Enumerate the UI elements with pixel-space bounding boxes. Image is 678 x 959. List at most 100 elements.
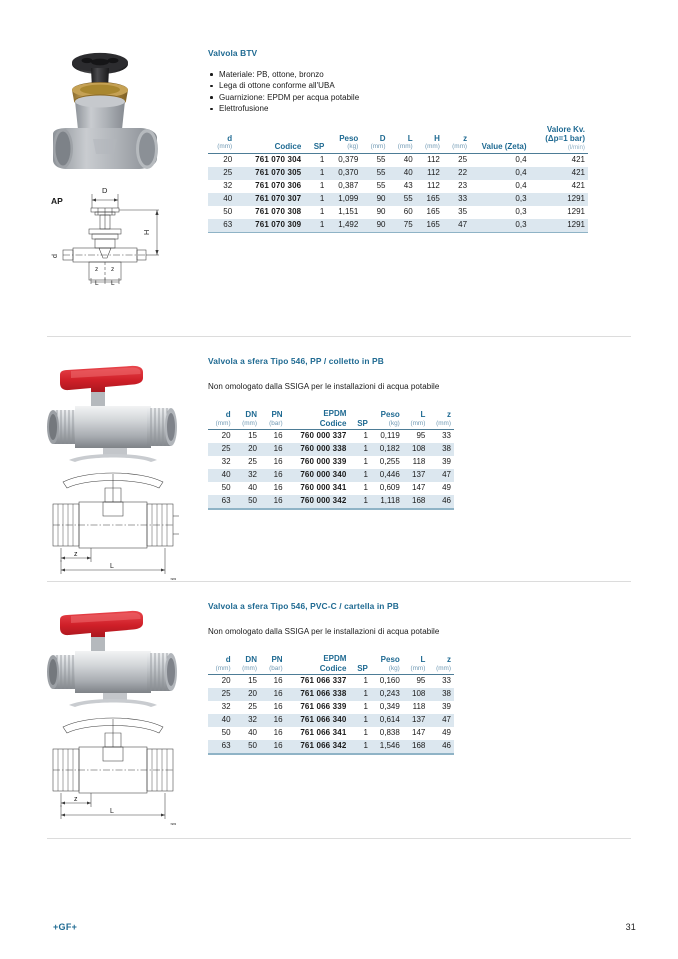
cell-dn: 20 xyxy=(233,688,260,702)
cell-z: 39 xyxy=(442,457,451,467)
cell-pn: 16 xyxy=(259,495,286,509)
product-media-t546-pp: d z L xyxy=(47,352,197,580)
spec-table-t546-pp: d (mm) DN (mm) PN (bar) EPDM Codice xyxy=(208,409,454,510)
cell-codice: 760 000 338 xyxy=(285,443,350,457)
cell-z: 46 xyxy=(428,740,454,754)
col-d: d (mm) xyxy=(217,133,233,151)
cell-peso: 0,370 xyxy=(327,166,362,180)
col-L: L (mm) xyxy=(397,133,413,151)
cell-sp: 1 xyxy=(304,218,328,232)
cell-sp: 1 xyxy=(363,676,368,686)
cell-codice: 761 070 304 xyxy=(255,155,302,165)
cell-z: 38 xyxy=(428,443,454,457)
col-z: z (mm) xyxy=(436,410,451,427)
col-dn: DN (mm) xyxy=(242,410,257,427)
cell-codice: 761 070 309 xyxy=(235,218,305,232)
cell-dn: 25 xyxy=(248,457,257,467)
product-content-btv: Valvola BTV Materiale: PB, ottone, bronz… xyxy=(208,48,638,234)
drawing-label-d: d xyxy=(52,254,59,258)
cell-d: 63 xyxy=(208,218,236,232)
drawing-label-H: H xyxy=(142,230,151,235)
cell-d: 20 xyxy=(221,431,231,441)
product-content-t546-pp: Valvola a sfera Tipo 546, PP / colletto … xyxy=(208,356,638,510)
product-media-t546-pvcc: d z L xyxy=(47,597,197,825)
cell-pn: 16 xyxy=(259,443,286,457)
col-L: L (mm) xyxy=(410,655,426,672)
spec-table-body: 20 15 16 760 000 337 1 0,119 95 33 25 20… xyxy=(208,430,454,510)
cell-kv: 421 xyxy=(571,155,585,165)
cell-peso: 1,099 xyxy=(327,192,362,206)
table-row: 40 761 070 307 1 1,099 90 55 165 33 0,3 … xyxy=(208,192,588,206)
section-divider xyxy=(47,581,631,582)
cell-H: 112 xyxy=(415,166,443,180)
section-title: Valvola BTV xyxy=(208,48,258,58)
cell-D: 55 xyxy=(376,155,386,165)
cell-z: 35 xyxy=(458,207,468,217)
cell-z: 33 xyxy=(442,676,451,686)
col-L: L (mm) xyxy=(410,410,426,427)
cell-codice: 760 000 339 xyxy=(300,457,347,467)
list-item: Elettrofusione xyxy=(208,103,638,114)
cell-codice: 761 066 340 xyxy=(285,714,350,728)
dimension-drawing-ball-valve-pvcc: d z L xyxy=(52,717,178,825)
cell-pn: 16 xyxy=(259,714,286,728)
drawing-label-L: L xyxy=(110,808,114,815)
cell-peso: 0,838 xyxy=(379,728,400,738)
cell-z: 49 xyxy=(442,483,451,493)
cell-peso: 0,243 xyxy=(370,688,403,702)
col-H: H (mm) xyxy=(424,133,440,151)
cell-kv: 1291 xyxy=(529,192,588,206)
cell-peso: 0,182 xyxy=(370,443,403,457)
cell-zeta: 0,4 xyxy=(515,155,527,165)
product-photo-gate-valve xyxy=(53,52,158,169)
cell-D: 90 xyxy=(361,192,389,206)
spec-table-body: 20 15 16 761 066 337 1 0,160 95 33 25 20… xyxy=(208,675,454,755)
cell-peso: 1,118 xyxy=(370,495,403,509)
cell-dn: 50 xyxy=(233,495,260,509)
cell-H: 165 xyxy=(415,192,443,206)
cell-dn: 40 xyxy=(248,483,257,493)
cell-L: 147 xyxy=(412,728,426,738)
drawing-label-z: z xyxy=(74,551,78,558)
cell-z: 39 xyxy=(442,702,451,712)
cell-z: 33 xyxy=(442,192,471,206)
dimension-drawing-gate-valve: AP D H d z z L L xyxy=(51,186,159,286)
cell-pn: 16 xyxy=(259,740,286,754)
cell-pn: 16 xyxy=(273,676,283,686)
col-d: d (mm) xyxy=(215,655,231,672)
cell-d: 32 xyxy=(221,457,231,467)
cell-codice: 761 070 307 xyxy=(235,192,305,206)
col-z: z (mm) xyxy=(436,655,451,672)
cell-sp: 1 xyxy=(349,443,371,457)
col-peso: Peso (kg) xyxy=(339,133,359,151)
cell-zeta: 0,4 xyxy=(470,166,530,180)
cell-dn: 40 xyxy=(248,728,257,738)
cell-L: 118 xyxy=(412,702,426,712)
cell-sp: 1 xyxy=(319,181,325,191)
cell-peso: 0,349 xyxy=(379,702,400,712)
cell-codice: 761 066 338 xyxy=(285,688,350,702)
cell-peso: 0,446 xyxy=(370,469,403,483)
col-sp: SP xyxy=(357,663,368,673)
product-photo-ball-valve-pvcc xyxy=(47,610,177,707)
cell-codice: 761 070 308 xyxy=(255,207,302,217)
cell-peso: 0,614 xyxy=(370,714,403,728)
col-zeta: Value (Zeta) xyxy=(481,142,527,152)
col-dn: DN (mm) xyxy=(242,655,257,672)
cell-L: 60 xyxy=(403,207,413,217)
cell-d: 20 xyxy=(223,155,233,165)
col-sp: SP xyxy=(357,418,368,428)
cell-codice: 761 066 342 xyxy=(285,740,350,754)
product-photo-ball-valve-pp xyxy=(47,365,177,462)
cell-pn: 16 xyxy=(273,431,283,441)
cell-d: 25 xyxy=(208,166,236,180)
section-title: Valvola a sfera Tipo 546, PVC-C / cartel… xyxy=(208,601,399,611)
cell-z: 33 xyxy=(442,431,451,441)
cell-sp: 1 xyxy=(304,166,328,180)
drawing-label-d: d xyxy=(171,823,178,825)
spec-table-btv: d (mm) Codice SP Peso (kg) D (mm) xyxy=(208,125,588,234)
col-codice: Codice xyxy=(274,142,302,152)
cell-zeta: 0,3 xyxy=(470,218,530,232)
list-item: Materiale: PB, ottone, bronzo xyxy=(208,69,638,80)
cell-z: 47 xyxy=(428,714,454,728)
